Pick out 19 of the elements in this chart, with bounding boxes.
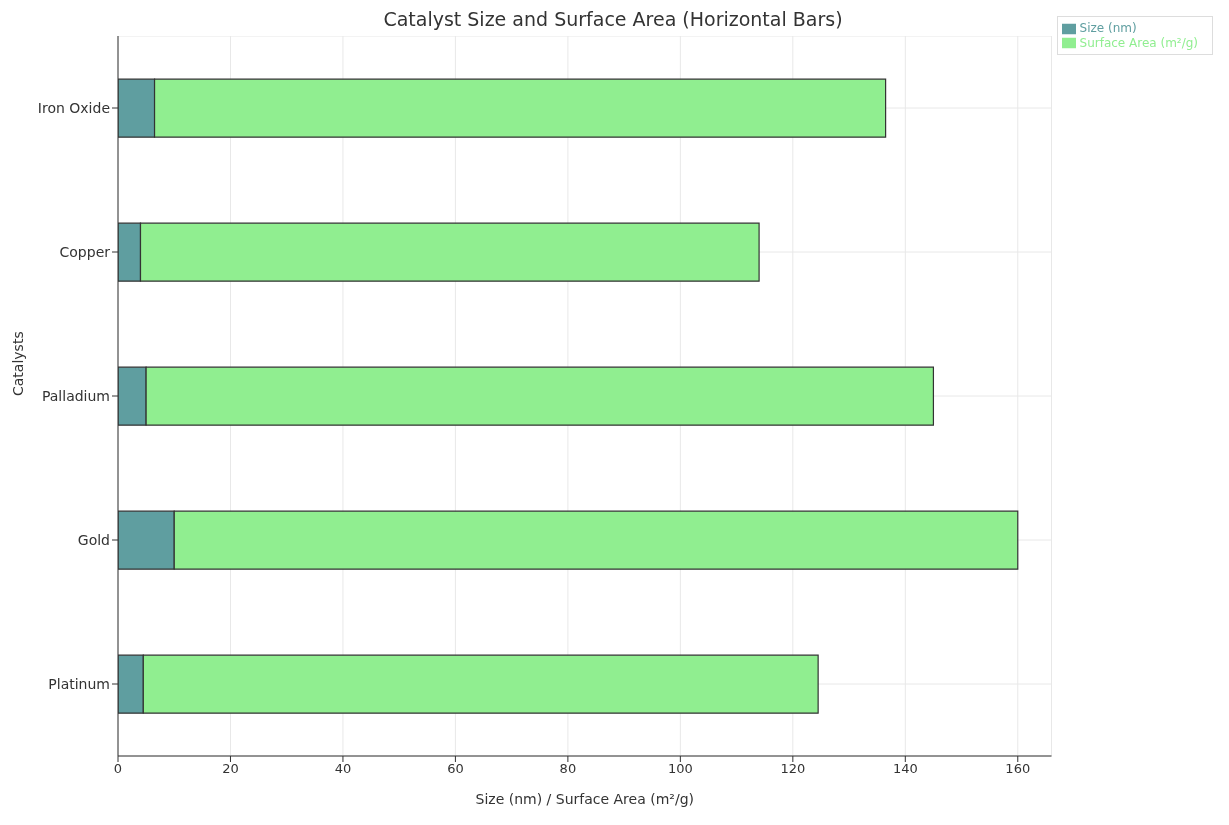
legend-label: Size (nm) [1079, 21, 1137, 35]
x-tick-label: 40 [334, 761, 352, 777]
x-axis-title: Size (nm) / Surface Area (m²/g) [475, 791, 694, 807]
x-tick-label: 160 [1005, 761, 1031, 777]
chart-title: Catalyst Size and Surface Area (Horizontal Bars) [383, 8, 843, 30]
y-tick-label: Gold [77, 531, 110, 548]
y-tick-label: Copper [59, 243, 111, 260]
y-tick-label: Platinum [48, 675, 110, 692]
y-tick-label: Iron Oxide [37, 99, 110, 116]
y-tick-label: Palladium [41, 387, 110, 404]
x-tick-label: 60 [447, 761, 464, 777]
x-tick-label: 100 [667, 761, 693, 777]
x-tick-label: 20 [222, 761, 239, 777]
x-tick-label: 0 [113, 761, 123, 777]
x-tick-label: 120 [780, 761, 806, 777]
y-axis-title: Catalysts [9, 331, 26, 396]
x-tick-label: 80 [559, 761, 577, 777]
x-tick-label: 140 [892, 761, 918, 777]
legend-label: Surface Area (m²/g) [1079, 35, 1198, 50]
